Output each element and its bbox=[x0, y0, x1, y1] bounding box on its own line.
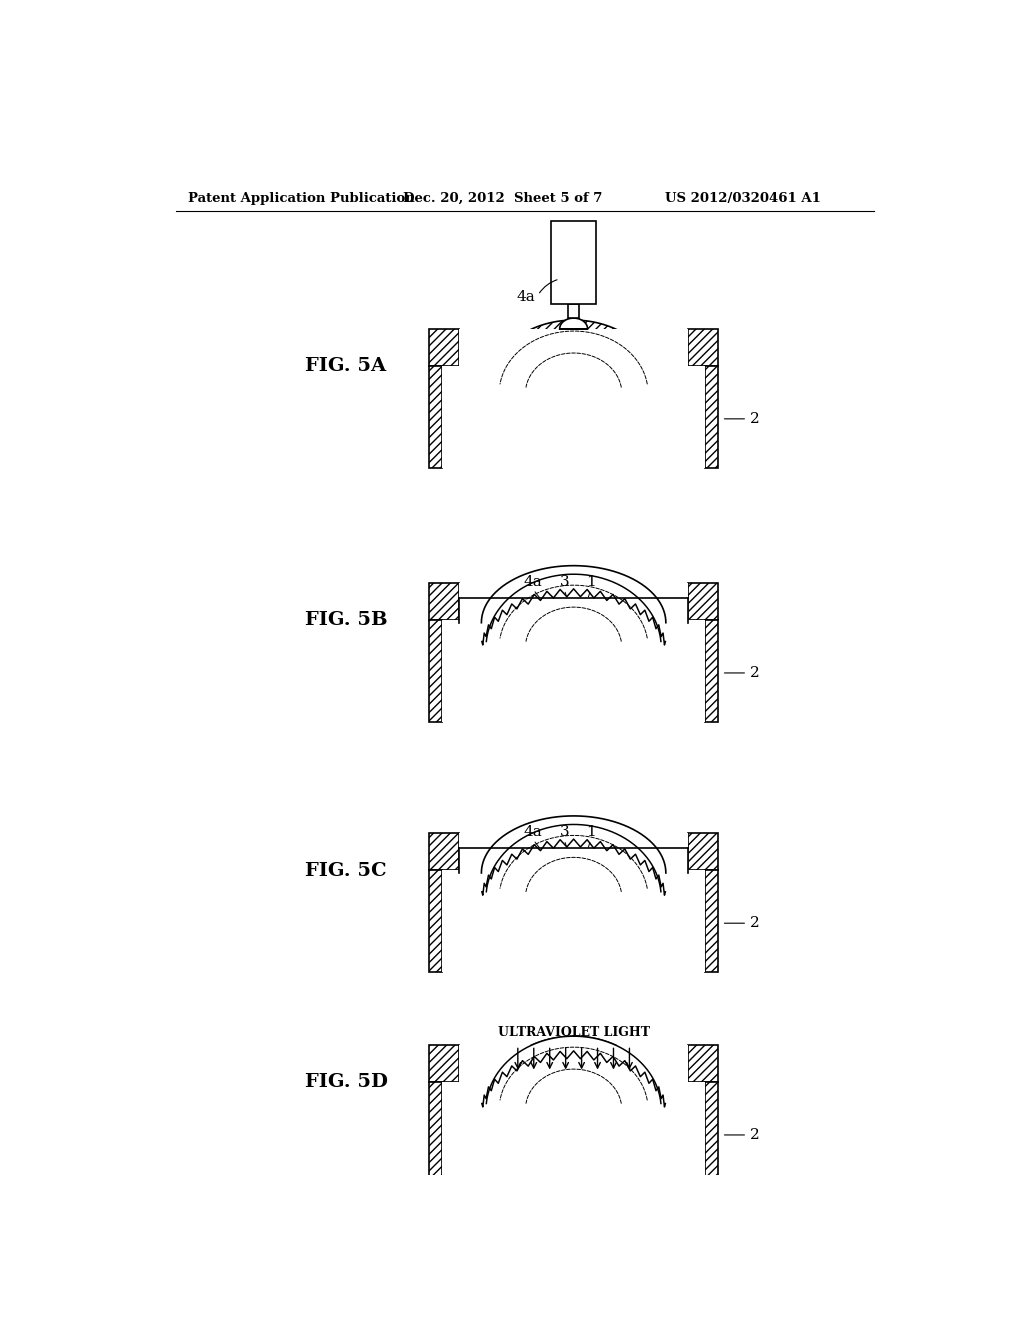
Polygon shape bbox=[482, 574, 666, 645]
Polygon shape bbox=[648, 372, 665, 393]
Polygon shape bbox=[459, 833, 688, 870]
Polygon shape bbox=[429, 833, 459, 870]
Polygon shape bbox=[648, 876, 665, 898]
Polygon shape bbox=[482, 647, 665, 721]
Polygon shape bbox=[459, 566, 688, 623]
Polygon shape bbox=[459, 1044, 688, 1081]
Text: FIG. 5A: FIG. 5A bbox=[305, 358, 386, 375]
Polygon shape bbox=[648, 626, 665, 647]
Text: 4a: 4a bbox=[516, 289, 535, 304]
Polygon shape bbox=[482, 898, 665, 970]
Text: 1: 1 bbox=[586, 825, 596, 840]
Polygon shape bbox=[429, 619, 442, 722]
Polygon shape bbox=[442, 1081, 706, 1184]
Text: FIG. 5B: FIG. 5B bbox=[305, 611, 387, 630]
Polygon shape bbox=[482, 1036, 666, 1107]
Text: 3: 3 bbox=[559, 574, 569, 589]
Polygon shape bbox=[442, 619, 706, 722]
Polygon shape bbox=[706, 366, 718, 469]
Text: 1: 1 bbox=[586, 574, 596, 589]
Polygon shape bbox=[459, 582, 688, 619]
Polygon shape bbox=[688, 1044, 718, 1081]
Text: 4a: 4a bbox=[524, 574, 543, 589]
Polygon shape bbox=[551, 220, 596, 304]
Polygon shape bbox=[688, 833, 718, 870]
Polygon shape bbox=[429, 582, 459, 619]
Polygon shape bbox=[442, 366, 706, 469]
Polygon shape bbox=[442, 870, 706, 973]
Polygon shape bbox=[482, 825, 666, 895]
Polygon shape bbox=[706, 619, 718, 722]
Polygon shape bbox=[482, 372, 500, 393]
Polygon shape bbox=[482, 876, 665, 880]
Polygon shape bbox=[560, 318, 588, 329]
Polygon shape bbox=[429, 870, 442, 973]
Polygon shape bbox=[482, 1088, 665, 1093]
Text: 2: 2 bbox=[751, 412, 760, 426]
Polygon shape bbox=[486, 825, 662, 898]
Polygon shape bbox=[486, 321, 662, 393]
Text: FIG. 5C: FIG. 5C bbox=[305, 862, 386, 879]
Polygon shape bbox=[429, 1044, 459, 1081]
Polygon shape bbox=[482, 1109, 665, 1183]
Text: FIG. 5D: FIG. 5D bbox=[305, 1073, 388, 1092]
Text: Dec. 20, 2012  Sheet 5 of 7: Dec. 20, 2012 Sheet 5 of 7 bbox=[403, 191, 602, 205]
Text: 2: 2 bbox=[751, 1129, 760, 1142]
Polygon shape bbox=[482, 626, 665, 631]
Polygon shape bbox=[482, 626, 500, 647]
Text: 2: 2 bbox=[751, 667, 760, 680]
Polygon shape bbox=[482, 876, 500, 898]
Text: US 2012/0320461 A1: US 2012/0320461 A1 bbox=[665, 191, 821, 205]
Polygon shape bbox=[429, 1081, 442, 1184]
Polygon shape bbox=[688, 329, 718, 366]
Polygon shape bbox=[486, 574, 662, 647]
Polygon shape bbox=[648, 1088, 665, 1109]
Text: ULTRAVIOLET LIGHT: ULTRAVIOLET LIGHT bbox=[498, 1026, 649, 1039]
Polygon shape bbox=[706, 870, 718, 973]
Polygon shape bbox=[568, 304, 579, 318]
Polygon shape bbox=[482, 372, 665, 376]
Polygon shape bbox=[429, 366, 442, 469]
Text: 3: 3 bbox=[559, 825, 569, 840]
Polygon shape bbox=[688, 582, 718, 619]
Text: 4a: 4a bbox=[524, 825, 543, 840]
Polygon shape bbox=[459, 329, 688, 366]
Polygon shape bbox=[459, 816, 688, 873]
Polygon shape bbox=[482, 1088, 500, 1109]
Text: 2: 2 bbox=[751, 916, 760, 931]
Polygon shape bbox=[429, 329, 459, 366]
Polygon shape bbox=[486, 1036, 662, 1109]
Polygon shape bbox=[482, 393, 665, 466]
Text: Patent Application Publication: Patent Application Publication bbox=[188, 191, 415, 205]
Polygon shape bbox=[706, 1081, 718, 1184]
